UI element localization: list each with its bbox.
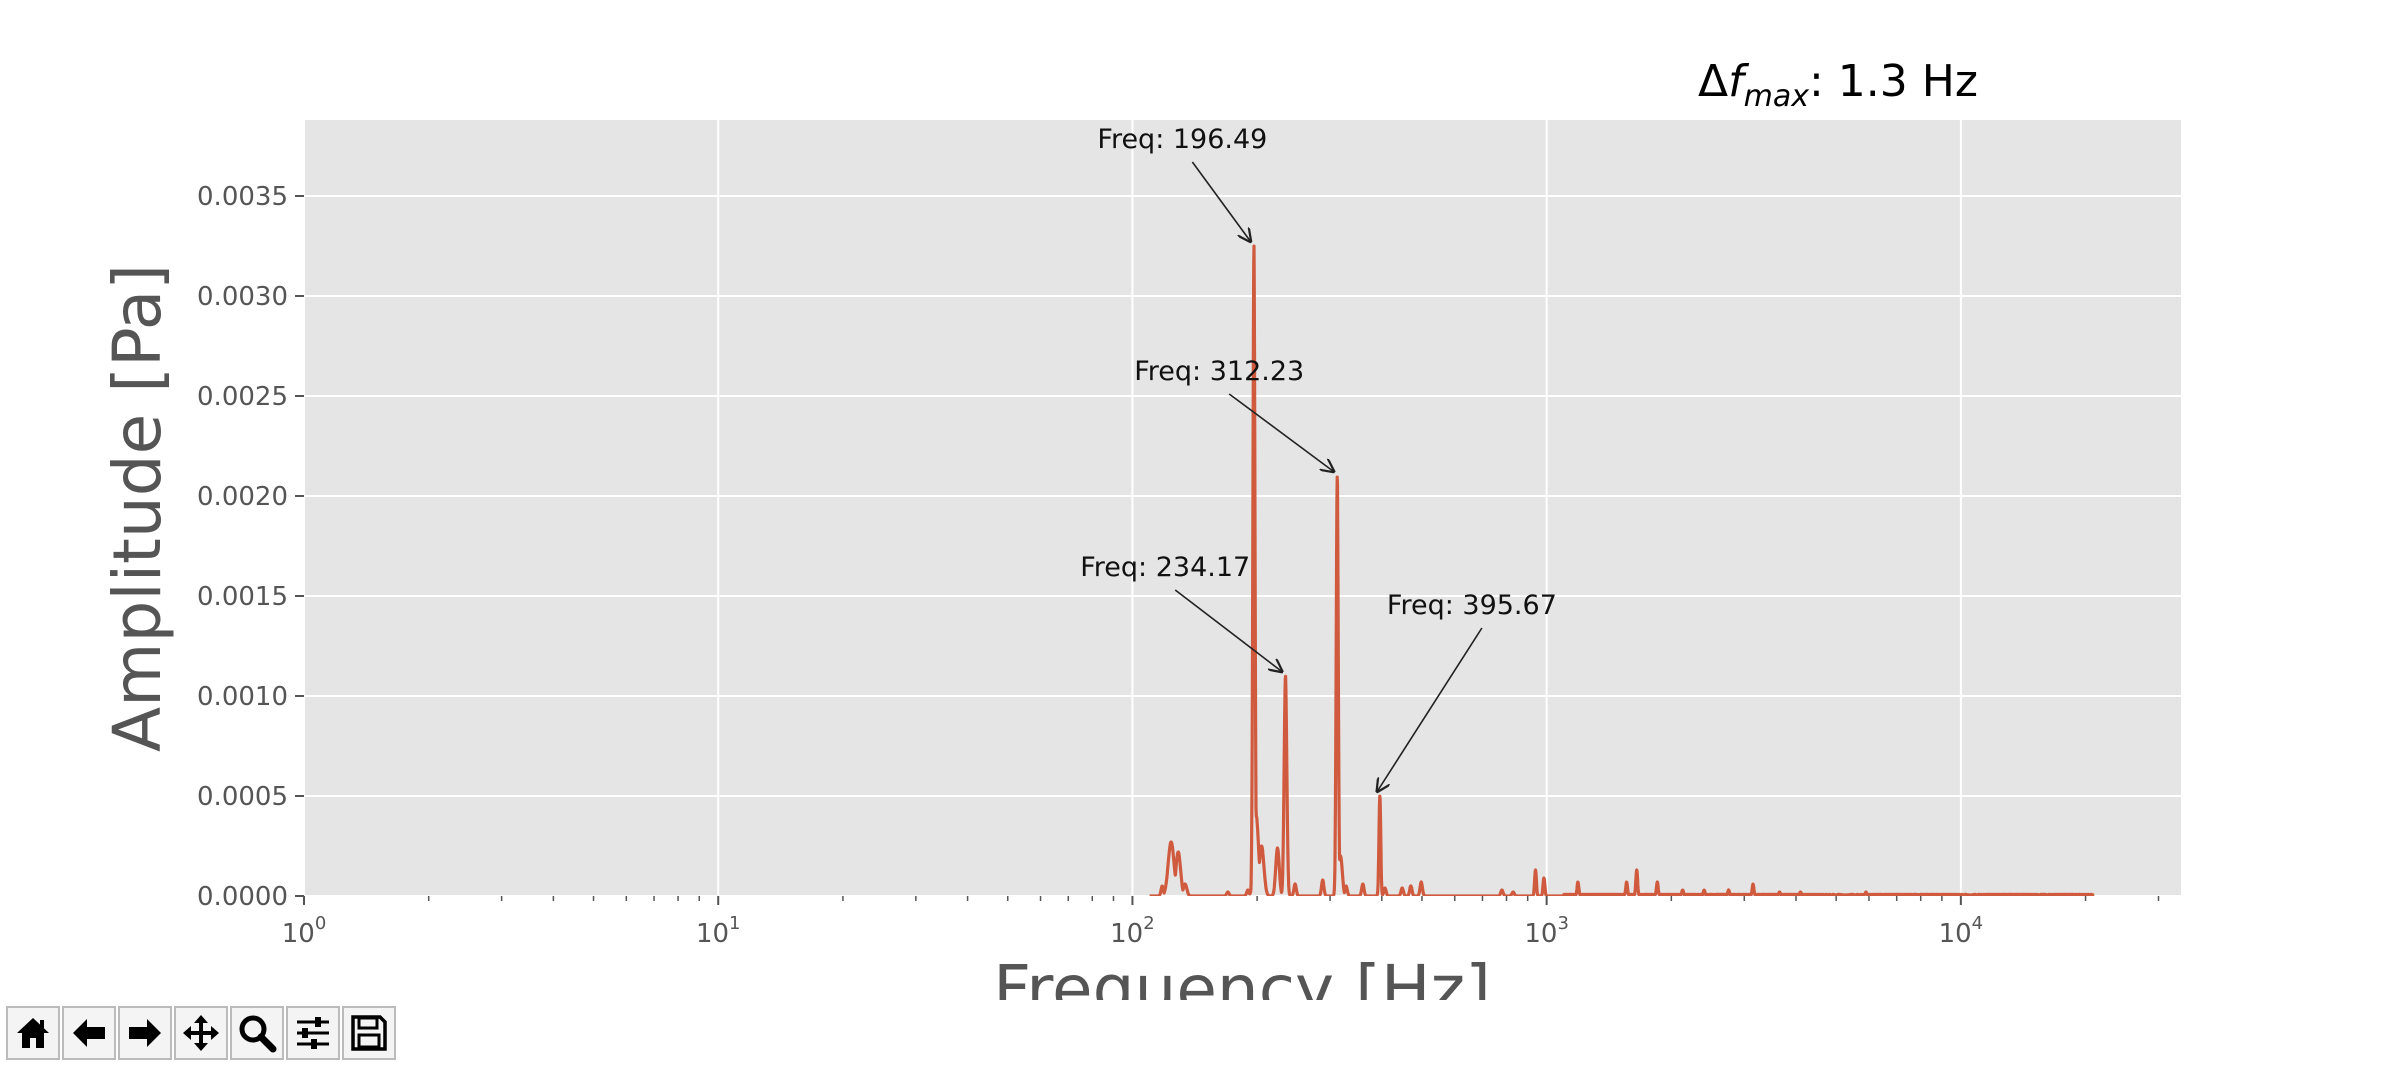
x-axis: 100 101 102 103 104	[282, 896, 2160, 949]
back-button[interactable]	[62, 1006, 116, 1060]
delta-f-max-value: : 1.3 Hz	[1809, 56, 1978, 107]
x-tick-label: 102	[1110, 913, 1155, 949]
annotation-arrow	[1377, 627, 1483, 792]
annotation-label: Freq: 312.23	[1134, 356, 1304, 387]
y-axis: 0.0000 0.0005 0.0010 0.0015 0.0020 0.0025 0.00…	[197, 182, 304, 912]
save-icon	[351, 1015, 387, 1051]
chart: 100 101 102 103 104 0.0000 0.0005 0.0010 0.0015…	[99, 56, 2181, 1000]
zoom-icon	[239, 1015, 277, 1053]
y-tick-label: 0.0005	[197, 782, 288, 812]
annotation-label: Freq: 234.17	[1080, 552, 1250, 583]
save-button[interactable]	[342, 1006, 396, 1060]
y-tick-label: 0.0015	[197, 582, 288, 612]
x-axis-title: Frequency [Hz]	[993, 951, 1491, 1000]
configure-subplots-icon	[297, 1017, 329, 1049]
zoom-button[interactable]	[230, 1006, 284, 1060]
delta-f-max-label: Δfmax: 1.3 Hz	[1698, 56, 1978, 114]
y-tick-label: 0.0025	[197, 382, 288, 412]
home-button[interactable]	[6, 1006, 60, 1060]
plot-area	[304, 120, 2181, 896]
pan-icon	[183, 1015, 219, 1051]
forward-button[interactable]	[118, 1006, 172, 1060]
navigation-toolbar	[6, 1006, 396, 1062]
configure-subplots-button[interactable]	[286, 1006, 340, 1060]
x-tick-label: 103	[1524, 913, 1569, 949]
x-tick-label: 104	[1939, 913, 1984, 949]
annotation-arrow	[1228, 393, 1334, 472]
annotation-arrow	[1174, 589, 1282, 672]
back-arrow-icon	[73, 1019, 105, 1047]
y-tick-label: 0.0030	[197, 282, 288, 312]
pan-button[interactable]	[174, 1006, 228, 1060]
max-subscript: max	[1744, 79, 1810, 114]
annotation-label: Freq: 196.49	[1097, 124, 1267, 155]
series-line	[1148, 244, 2096, 896]
y-tick-label: 0.0010	[197, 682, 288, 712]
x-tick-label: 101	[696, 913, 741, 949]
x-tick-label: 100	[282, 913, 327, 949]
annotations: Freq: 196.49 Freq: 312.23 Freq: 234.17 Freq…	[1080, 124, 1557, 792]
home-icon	[17, 1018, 49, 1048]
delta-symbol: Δ	[1698, 56, 1728, 107]
annotation-label: Freq: 395.67	[1387, 590, 1557, 621]
y-tick-label: 0.0000	[197, 882, 288, 912]
y-axis-title: Amplitude [Pa]	[99, 264, 176, 752]
y-tick-label: 0.0035	[197, 182, 288, 212]
annotation-arrow	[1191, 161, 1251, 242]
y-tick-label: 0.0020	[197, 482, 288, 512]
forward-arrow-icon	[129, 1019, 161, 1047]
